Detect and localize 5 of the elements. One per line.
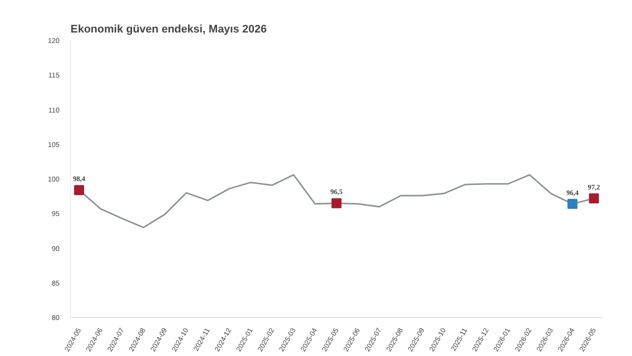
- chart-title: Ekonomik güven endeksi, Mayıs 2026: [70, 24, 267, 36]
- point: [588, 193, 599, 204]
- point: [567, 198, 578, 209]
- point: [74, 185, 84, 196]
- point: [332, 198, 342, 208]
